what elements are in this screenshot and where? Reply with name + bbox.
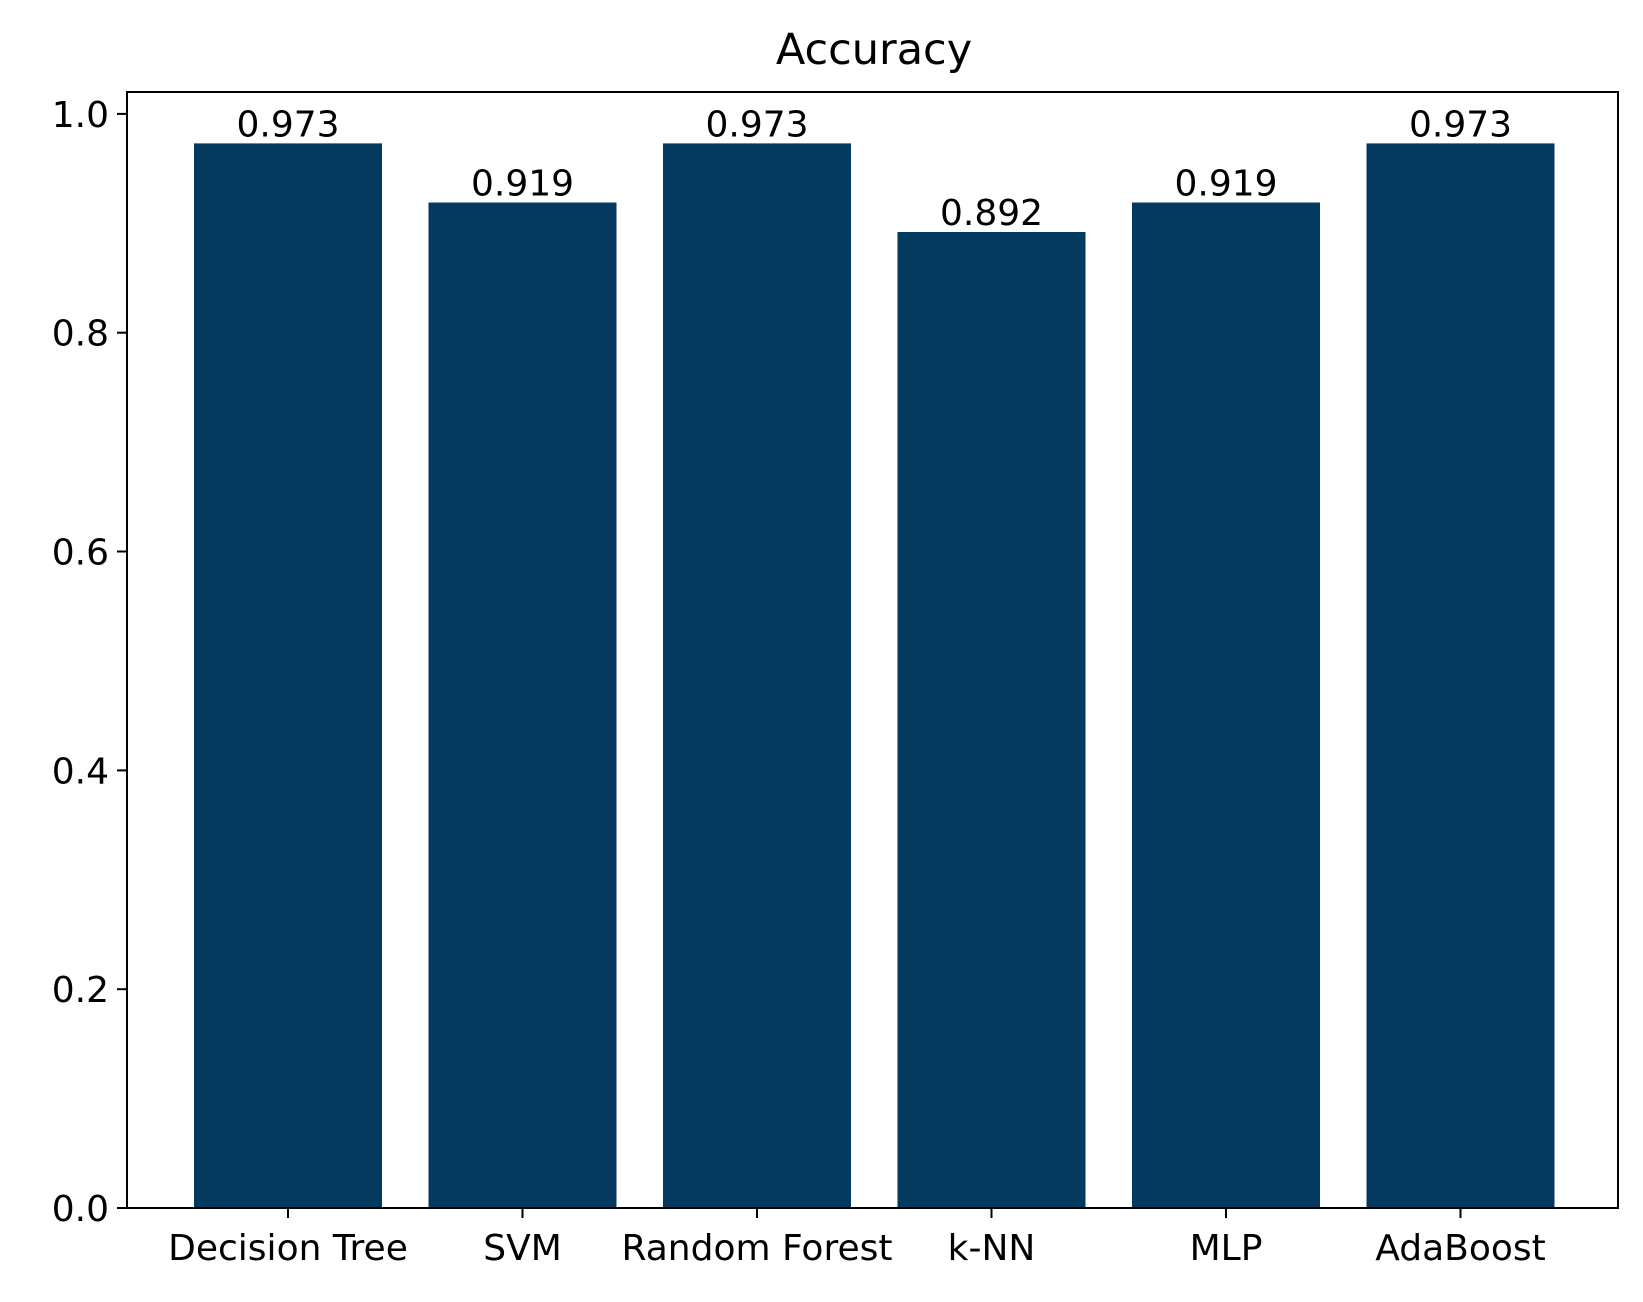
y-tick-label: 0.4 [52, 751, 109, 792]
y-tick-label: 0.2 [52, 970, 109, 1011]
bar-value-label: 0.973 [236, 104, 339, 145]
bar-random-forest [663, 143, 851, 1208]
y-tick-label: 0.0 [52, 1189, 109, 1230]
bar-value-label: 0.919 [471, 164, 574, 205]
bar-svm [428, 202, 617, 1208]
bar-k-nn [897, 232, 1086, 1208]
bar-value-label: 0.919 [1174, 164, 1277, 205]
chart-title: Accuracy [776, 25, 972, 75]
x-tick-label: AdaBoost [1375, 1228, 1546, 1269]
x-tick-label: MLP [1190, 1228, 1263, 1269]
x-axis: Decision Tree SVM Random Forest k-NN MLP AdaB… [168, 1208, 1546, 1269]
bar-mlp [1132, 202, 1320, 1208]
bars-layer [194, 143, 1555, 1208]
y-tick-label: 1.0 [52, 95, 109, 136]
x-tick-label: k-NN [948, 1228, 1036, 1269]
y-axis: 0.0 0.2 0.4 0.6 0.8 1.0 [52, 95, 127, 1230]
bar-value-label: 0.892 [940, 193, 1043, 234]
y-tick-label: 0.6 [52, 533, 109, 574]
bar-labels-layer: 0.973 0.919 0.973 0.892 0.919 0.973 [236, 104, 1512, 234]
bar-adaboost [1366, 143, 1555, 1208]
x-tick-label: Decision Tree [168, 1228, 408, 1269]
axes-frame [126, 91, 1619, 1209]
bar-decision-tree [194, 143, 382, 1208]
bar-value-label: 0.973 [1409, 104, 1512, 145]
y-tick-label: 0.8 [52, 314, 109, 355]
bar-value-label: 0.973 [705, 104, 808, 145]
x-tick-label: Random Forest [622, 1228, 893, 1269]
x-tick-label: SVM [483, 1228, 562, 1269]
